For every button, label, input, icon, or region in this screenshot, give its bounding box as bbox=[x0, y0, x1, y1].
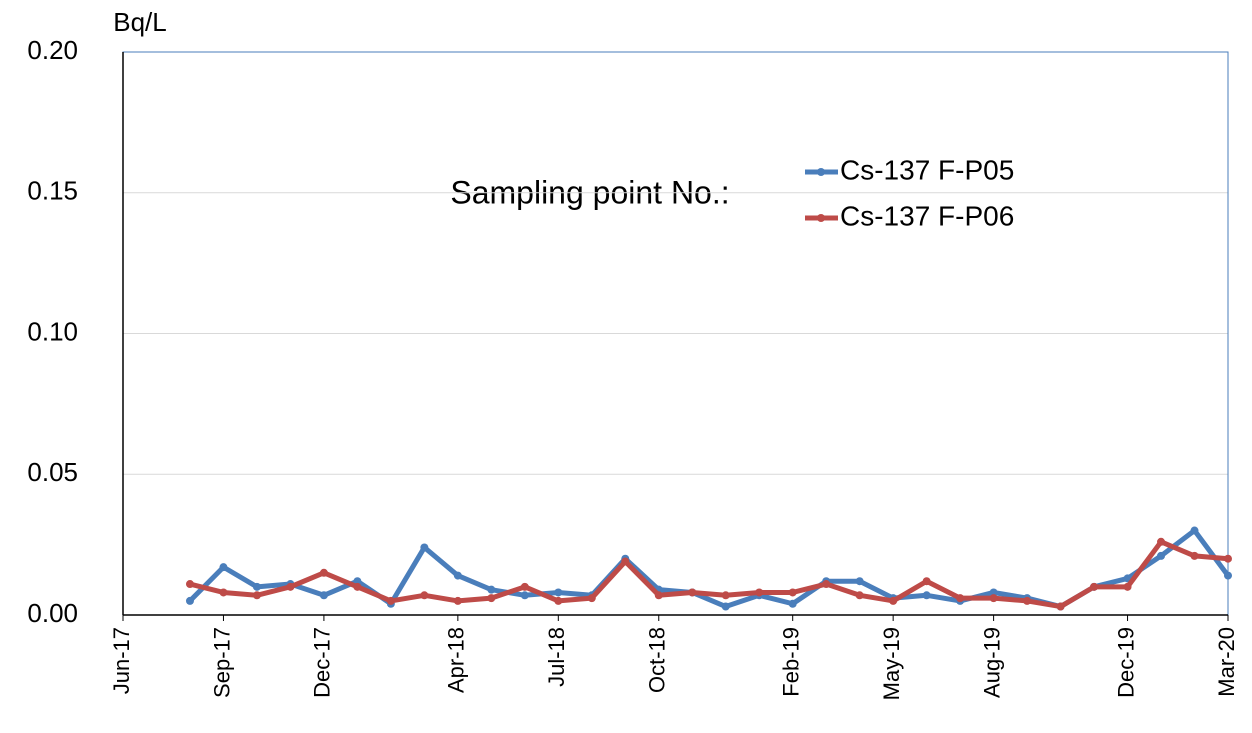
data-point bbox=[621, 557, 630, 566]
data-point bbox=[386, 596, 395, 605]
y-tick-label: 0.00 bbox=[27, 598, 78, 628]
x-tick-label: Jul-18 bbox=[544, 627, 569, 687]
x-tick-label: Aug-19 bbox=[979, 627, 1004, 698]
x-tick-label: Sep-17 bbox=[209, 627, 234, 698]
data-point bbox=[185, 596, 194, 605]
data-point bbox=[420, 591, 429, 600]
data-point bbox=[453, 571, 462, 580]
data-point bbox=[855, 591, 864, 600]
legend-label: Cs-137 F-P05 bbox=[840, 154, 1014, 185]
data-point bbox=[989, 594, 998, 603]
y-tick-label: 0.10 bbox=[27, 316, 78, 346]
data-point bbox=[554, 588, 563, 597]
data-point bbox=[453, 596, 462, 605]
data-point bbox=[520, 591, 529, 600]
data-point bbox=[755, 588, 764, 597]
data-point bbox=[688, 588, 697, 597]
data-point bbox=[1123, 582, 1132, 591]
data-point bbox=[420, 543, 429, 552]
data-point bbox=[1190, 551, 1199, 560]
data-point bbox=[721, 602, 730, 611]
data-point bbox=[1224, 554, 1232, 563]
data-point bbox=[1157, 537, 1166, 546]
data-point bbox=[922, 591, 931, 600]
y-tick-label: 0.20 bbox=[27, 35, 78, 65]
data-point bbox=[554, 596, 563, 605]
data-point bbox=[319, 591, 328, 600]
y-axis-label: Bq/L bbox=[113, 7, 167, 37]
data-point bbox=[1090, 582, 1099, 591]
data-point bbox=[788, 599, 797, 608]
data-point bbox=[654, 591, 663, 600]
data-point bbox=[353, 577, 362, 586]
data-point bbox=[889, 596, 898, 605]
x-tick-label: Dec-17 bbox=[310, 627, 335, 698]
data-point bbox=[1190, 526, 1199, 535]
x-tick-label: Feb-19 bbox=[779, 627, 804, 697]
data-point bbox=[185, 580, 194, 589]
data-point bbox=[219, 588, 228, 597]
data-point bbox=[788, 588, 797, 597]
x-tick-label: Mar-20 bbox=[1214, 627, 1239, 697]
x-tick-label: Dec-19 bbox=[1113, 627, 1138, 698]
y-tick-label: 0.15 bbox=[27, 176, 78, 206]
x-tick-label: Jun-17 bbox=[109, 627, 134, 694]
data-point bbox=[252, 582, 261, 591]
x-tick-label: Oct-18 bbox=[645, 627, 670, 693]
legend-label: Cs-137 F-P06 bbox=[840, 200, 1014, 231]
data-point bbox=[989, 588, 998, 597]
data-point bbox=[252, 591, 261, 600]
data-point bbox=[286, 582, 295, 591]
data-point bbox=[1056, 602, 1065, 611]
data-point bbox=[487, 594, 496, 603]
x-tick-label: May-19 bbox=[879, 627, 904, 700]
data-point bbox=[922, 577, 931, 586]
data-point bbox=[487, 585, 496, 594]
data-point bbox=[1023, 596, 1032, 605]
y-tick-label: 0.05 bbox=[27, 457, 78, 487]
data-point bbox=[1224, 571, 1232, 580]
x-tick-label: Apr-18 bbox=[444, 627, 469, 693]
legend-marker bbox=[817, 214, 825, 222]
data-point bbox=[520, 582, 529, 591]
data-point bbox=[721, 591, 730, 600]
data-point bbox=[353, 582, 362, 591]
data-point bbox=[587, 594, 596, 603]
series-line bbox=[189, 539, 1229, 610]
data-point bbox=[319, 568, 328, 577]
data-point bbox=[219, 563, 228, 572]
data-point bbox=[822, 580, 831, 589]
data-point bbox=[956, 594, 965, 603]
data-point bbox=[855, 577, 864, 586]
data-point bbox=[1157, 551, 1166, 560]
legend-marker bbox=[817, 168, 825, 176]
